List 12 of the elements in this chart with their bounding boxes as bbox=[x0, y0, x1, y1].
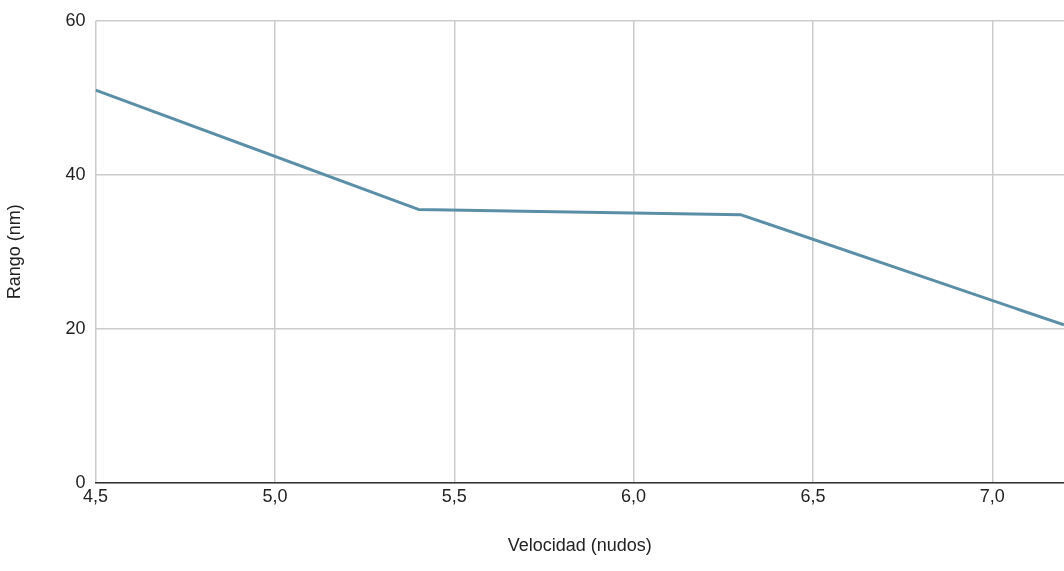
x-tick-label: 5,5 bbox=[441, 485, 467, 506]
y-tick-label: 20 bbox=[65, 317, 86, 338]
x-tick-label: 6,5 bbox=[800, 485, 826, 506]
y-tick-label: 0 bbox=[75, 471, 86, 492]
y-axis-title: Rango (nm) bbox=[3, 204, 24, 300]
x-tick-label: 4,5 bbox=[83, 485, 109, 506]
y-tick-label: 60 bbox=[65, 9, 86, 30]
x-tick-label: 5,0 bbox=[262, 485, 288, 506]
x-tick-label: 6,0 bbox=[621, 485, 647, 506]
x-tick-label: 7,0 bbox=[979, 485, 1005, 506]
x-axis-title: Velocidad (nudos) bbox=[507, 535, 652, 556]
y-tick-label: 40 bbox=[65, 163, 86, 184]
